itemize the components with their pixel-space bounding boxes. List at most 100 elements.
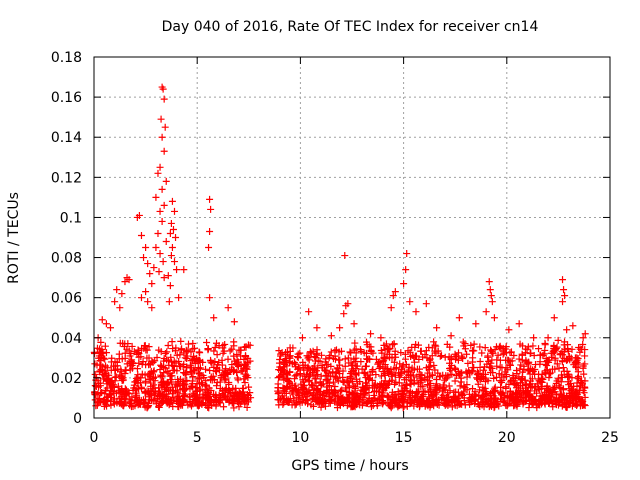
data-point [432,382,440,390]
data-point [119,401,127,409]
data-point [364,375,372,383]
data-point [424,397,432,405]
data-point [145,387,153,395]
data-point [448,370,456,378]
data-point [276,356,284,364]
data-point [551,346,559,354]
data-point [352,349,360,357]
data-point [323,387,331,395]
data-point [392,353,400,361]
data-point [314,371,322,379]
data-point [535,345,543,353]
data-point [569,322,577,330]
data-point [426,382,434,390]
data-point [187,369,195,377]
data-point [451,377,459,385]
data-point [169,225,177,233]
data-point [572,363,580,371]
data-point [208,359,216,367]
data-point [485,364,493,372]
data-point [426,356,434,364]
data-point [434,369,442,377]
data-point [453,352,461,360]
data-point [558,373,566,381]
data-point [441,353,449,361]
data-point [395,373,403,381]
data-point [225,396,233,404]
data-point [165,298,173,306]
data-point [491,383,499,391]
data-point [159,372,167,380]
data-point [422,364,430,372]
data-point [579,362,587,370]
data-point [299,385,307,393]
data-point [284,374,292,382]
data-point [193,354,201,362]
x-tick-label: 10 [291,430,309,446]
data-point [315,400,323,408]
data-point [233,374,241,382]
data-point [151,373,159,381]
data-point [442,375,450,383]
data-point [390,358,398,366]
data-point [474,400,482,408]
data-point [317,372,325,380]
data-point [109,383,117,391]
data-point [203,392,211,400]
data-point [519,376,527,384]
data-point [170,207,178,215]
data-point [502,343,510,351]
data-point [155,268,163,276]
data-point [91,388,99,396]
data-point [372,371,380,379]
data-point [181,369,189,377]
data-point [241,379,249,387]
data-point [167,219,175,227]
data-point [485,278,493,286]
data-point [162,387,170,395]
data-point [426,355,434,363]
data-point [155,346,163,354]
data-point [128,356,136,364]
data-point [463,386,471,394]
data-point [479,383,487,391]
data-point [545,358,553,366]
data-point [490,385,498,393]
data-point [424,369,432,377]
data-point [291,401,299,409]
data-point [410,402,418,410]
data-point [158,382,166,390]
data-point [576,386,584,394]
data-point [384,380,392,388]
x-tick-label: 0 [90,430,99,446]
y-tick-label: 0.02 [51,371,82,387]
data-point [505,380,513,388]
data-point [365,394,373,402]
data-point [143,404,151,412]
data-point [529,394,537,402]
data-point [564,341,572,349]
data-point [156,207,164,215]
data-point [518,391,526,399]
data-point [568,345,576,353]
data-point [519,342,527,350]
data-point [316,357,324,365]
data-point [179,390,187,398]
data-point [234,399,242,407]
data-point [107,393,115,401]
data-point [411,358,419,366]
data-point [221,367,229,375]
data-point [561,292,569,300]
data-point [560,286,568,294]
data-point [470,347,478,355]
data-point [327,332,335,340]
data-point [380,341,388,349]
data-point [199,358,207,366]
data-point [398,363,406,371]
data-point [97,352,105,360]
data-point [579,334,587,342]
data-point [96,382,104,390]
data-point [180,266,188,274]
data-point [145,375,153,383]
data-point [158,217,166,225]
